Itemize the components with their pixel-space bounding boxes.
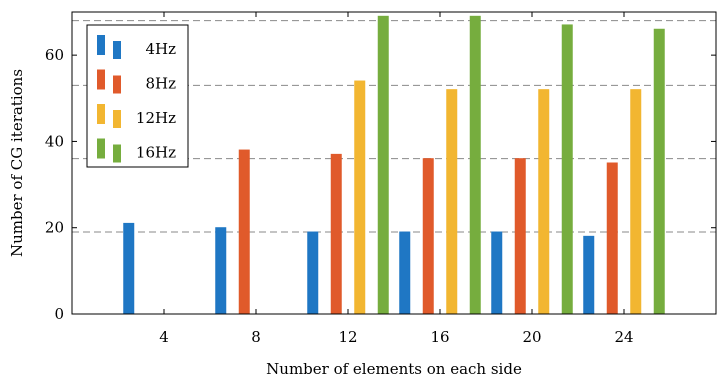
legend-label-16hz: 16Hz	[136, 144, 176, 162]
legend-swatch	[113, 110, 121, 128]
legend-swatch	[97, 69, 105, 90]
y-tick-label: 0	[54, 305, 64, 323]
plot-frame	[71, 11, 717, 315]
x-ticks: 4 8 12 16 20 24	[159, 12, 634, 346]
legend-swatch	[113, 144, 121, 163]
bar-8hz-24	[606, 162, 618, 315]
x-tick-label: 12	[338, 328, 357, 346]
reference-lines	[72, 20, 716, 233]
bar-4hz-12	[307, 231, 319, 315]
bar-12hz-20	[538, 89, 550, 315]
bars	[123, 15, 665, 315]
legend: 4Hz 8Hz 12Hz 16Hz	[86, 24, 189, 168]
x-tick-label: 24	[614, 328, 633, 346]
bar-16hz-12	[377, 15, 389, 315]
bar-4hz-8	[215, 227, 227, 315]
bar-4hz-16	[399, 231, 411, 315]
legend-label-12hz: 12Hz	[136, 109, 176, 127]
bar-12hz-12	[354, 80, 366, 315]
legend-swatch	[97, 138, 105, 159]
bar-12hz-16	[446, 89, 458, 315]
y-tick-label: 20	[45, 219, 64, 237]
x-tick-label: 20	[522, 328, 541, 346]
bar-8hz-8	[238, 149, 250, 315]
bar-4hz-4	[123, 222, 135, 315]
x-tick-label: 4	[159, 328, 169, 346]
legend-label-4hz: 4Hz	[145, 40, 176, 58]
x-tick-label: 16	[430, 328, 449, 346]
legend-label-8hz: 8Hz	[145, 75, 176, 93]
legend-swatch	[97, 35, 105, 55]
y-axis-title: Number of CG iterations	[8, 69, 26, 257]
bar-16hz-16	[469, 15, 481, 315]
x-tick-label: 8	[251, 328, 261, 346]
y-tick-label: 60	[45, 46, 64, 64]
legend-swatch	[113, 41, 121, 59]
bar-8hz-12	[330, 153, 342, 315]
legend-swatch	[113, 75, 121, 94]
y-ticks: 0 20 40 60	[45, 46, 716, 323]
legend-swatch	[97, 104, 105, 124]
bar-16hz-20	[561, 24, 573, 315]
bar-8hz-20	[514, 158, 526, 315]
bar-4hz-20	[491, 231, 503, 315]
bar-8hz-16	[422, 158, 434, 315]
bar-4hz-24	[583, 235, 595, 315]
y-tick-label: 40	[45, 132, 64, 150]
x-axis-title: Number of elements on each side	[266, 360, 522, 378]
bar-12hz-24	[630, 89, 642, 315]
bar-16hz-24	[653, 28, 665, 315]
